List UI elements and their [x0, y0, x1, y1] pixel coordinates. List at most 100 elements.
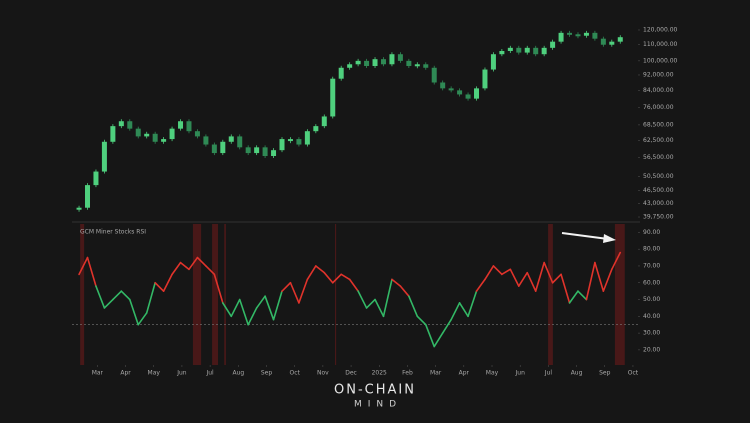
candle-body: [85, 185, 91, 208]
rsi-segment: [213, 273, 224, 304]
candle-body: [372, 59, 378, 67]
x-tick-label: Jun: [176, 370, 187, 377]
y-tick-label: 92,000.00: [643, 71, 674, 78]
rsi-segment: [408, 295, 419, 318]
rsi-segment: [128, 298, 140, 326]
rsi-segment: [391, 278, 402, 287]
candle-body: [127, 121, 133, 129]
x-tick-label: Jul: [205, 370, 214, 377]
x-tick-label: May: [148, 370, 161, 377]
rsi-segment: [450, 302, 461, 321]
rsi-segment: [230, 298, 241, 318]
rsi-title: GCM Miner Stocks RSI: [80, 229, 146, 236]
y-tick-label: 20.00: [643, 346, 660, 353]
rsi-segment: [577, 290, 588, 301]
y-tick-label: 84,000.00: [643, 87, 674, 94]
rsi-segment: [467, 290, 478, 318]
rsi-segment: [145, 281, 156, 314]
logo-name: ON-CHAIN: [334, 383, 416, 398]
candle-body: [321, 116, 327, 127]
rsi-segment: [306, 265, 317, 281]
x-tick-label: Sep: [599, 370, 611, 377]
candle-body: [541, 47, 547, 55]
candle-body: [211, 144, 217, 154]
candle-body: [558, 32, 564, 42]
candle-body: [203, 136, 209, 145]
x-tick-label: Apr: [459, 370, 470, 377]
highlight-band: [334, 224, 337, 365]
arrow-head: [603, 234, 616, 243]
rsi-segment: [255, 295, 266, 309]
candle-body: [575, 34, 581, 37]
rsi-segment: [264, 295, 275, 321]
rsi-segment: [120, 290, 131, 301]
candle-body: [609, 41, 615, 45]
candle-body: [397, 54, 403, 61]
candle-body: [271, 150, 277, 157]
candle-body: [144, 133, 150, 137]
candle-body: [423, 64, 429, 68]
x-tick-label: Nov: [317, 370, 329, 377]
x-tick-label: 2025: [372, 370, 387, 377]
rsi-segment: [289, 281, 300, 304]
rsi-segment: [188, 256, 199, 271]
candle-body: [237, 136, 243, 148]
x-tick-label: Feb: [402, 370, 413, 377]
candle-body: [524, 47, 530, 53]
highlight-band: [80, 224, 85, 365]
candle-body: [499, 50, 505, 55]
candle-body: [600, 38, 606, 45]
rsi-segment: [611, 251, 622, 271]
rsi-segment: [509, 268, 520, 287]
x-tick-label: Jun: [515, 370, 526, 377]
candle-body: [110, 126, 116, 142]
rsi-segment: [501, 268, 512, 276]
candle-body: [389, 54, 395, 65]
rsi-segment: [103, 298, 114, 309]
candle-body: [296, 139, 302, 145]
rsi-segment: [331, 273, 343, 284]
y-tick-label: 43,000.00: [643, 200, 674, 207]
highlight-band: [614, 224, 625, 365]
y-tick-label: 90.00: [643, 229, 660, 236]
rsi-segment: [517, 271, 529, 287]
candle-body: [355, 60, 361, 65]
rsi-segment: [416, 315, 427, 326]
rsi-segment: [568, 290, 579, 304]
y-tick-label: 120,000.00: [643, 26, 678, 33]
rsi-segment: [205, 265, 216, 276]
candle-body: [228, 136, 234, 142]
rsi-segment: [585, 261, 596, 301]
y-tick-label: 50,500.00: [643, 173, 674, 180]
candle-body: [254, 147, 260, 154]
candle-body: [380, 59, 386, 65]
candle-body: [448, 88, 454, 91]
rsi-segment: [196, 256, 207, 267]
candle-body: [186, 121, 192, 132]
y-tick-label: 50.00: [643, 296, 660, 303]
candle-body: [583, 32, 589, 36]
x-tick-label: Mar: [92, 370, 104, 377]
candle-body: [457, 90, 463, 95]
rsi-segment: [602, 268, 613, 292]
y-tick-label: 80.00: [643, 246, 660, 253]
candle-body: [592, 32, 598, 39]
candle-body: [364, 60, 370, 67]
candle-body: [304, 131, 310, 145]
y-tick-label: 30.00: [643, 330, 660, 337]
candle-body: [135, 128, 141, 137]
candle-body: [550, 41, 556, 48]
rsi-segment: [78, 256, 89, 276]
rsi-segment: [458, 302, 469, 318]
rsi-segment: [315, 265, 326, 274]
rsi-segment: [534, 261, 545, 292]
candle-body: [161, 139, 167, 142]
candle-body: [507, 47, 513, 51]
rsi-segment: [95, 285, 106, 309]
candle-body: [617, 37, 623, 42]
rsi-segment: [543, 261, 554, 284]
logo-tagline: MIND: [354, 400, 402, 410]
candle-body: [431, 67, 437, 83]
